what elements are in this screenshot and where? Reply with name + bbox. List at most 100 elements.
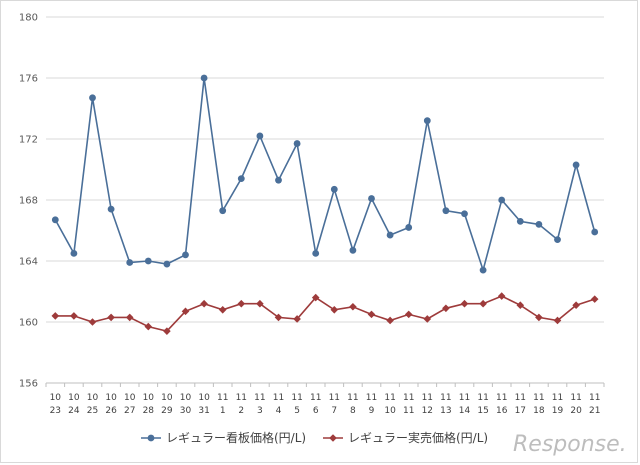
gridlines	[45, 16, 605, 387]
data-point	[479, 266, 487, 274]
data-point	[256, 299, 264, 308]
x-tick-label-day: 11	[403, 406, 414, 416]
data-point	[516, 301, 525, 310]
x-tick-label-month: 11	[515, 393, 526, 403]
x-tick-label-month: 11	[347, 393, 358, 403]
x-tick-label-month: 10	[124, 393, 136, 403]
x-tick-label-month: 11	[477, 393, 488, 403]
x-tick-label-day: 4	[276, 406, 282, 416]
x-tick-label-month: 11	[273, 393, 284, 403]
series-line	[54, 77, 596, 273]
x-tick-label-day: 8	[350, 406, 356, 416]
x-tick-label-day: 20	[570, 406, 582, 416]
x-tick-label-month: 11	[329, 393, 340, 403]
data-point	[200, 74, 208, 82]
legend-swatch-marker	[147, 434, 155, 442]
x-tick-label-day: 16	[496, 406, 508, 416]
x-tick-label-day: 29	[161, 406, 173, 416]
data-point	[404, 310, 413, 319]
data-point	[330, 185, 338, 193]
data-point	[442, 304, 450, 313]
x-tick-label-day: 5	[294, 406, 300, 416]
x-tick-label-day: 23	[50, 406, 61, 416]
data-point	[256, 132, 264, 140]
x-tick-label-month: 11	[533, 393, 544, 403]
legend-label: レギュラー実売価格(円/L)	[348, 430, 488, 445]
x-tick-label-day: 19	[552, 406, 564, 416]
x-tick-label-day: 3	[257, 406, 263, 416]
watermark-text: Response.	[513, 432, 627, 457]
data-point	[572, 161, 580, 169]
data-point	[144, 322, 153, 331]
legend: レギュラー看板価格(円/L) レギュラー実売価格(円/L)	[141, 430, 488, 445]
y-tick-label: 168	[19, 196, 38, 207]
data-point	[386, 231, 394, 239]
x-tick-label-month: 10	[198, 393, 210, 403]
x-tick-label-month: 11	[589, 393, 600, 403]
data-point	[460, 299, 469, 308]
x-tick-label-month: 10	[180, 393, 192, 403]
data-point	[70, 312, 78, 320]
series-lines	[54, 77, 596, 332]
data-point	[405, 224, 413, 231]
data-point	[51, 216, 59, 224]
x-tick-label-day: 14	[459, 406, 471, 416]
x-tick-label-month: 10	[143, 393, 155, 403]
data-point	[516, 217, 524, 225]
y-tick-label: 164	[19, 257, 38, 268]
x-tick-label-day: 21	[589, 406, 600, 416]
x-tick-label-day: 31	[198, 406, 209, 416]
data-point	[330, 306, 339, 314]
data-point	[349, 302, 357, 311]
data-point	[423, 315, 432, 323]
x-tick-label-day: 26	[105, 406, 117, 416]
x-tick-label-month: 11	[254, 393, 265, 403]
x-tick-label-month: 11	[422, 393, 433, 403]
x-tick-label-month: 11	[366, 393, 377, 403]
x-tick-label-month: 11	[496, 393, 507, 403]
y-tick-label: 180	[19, 13, 38, 24]
x-axis-ticks: 1023102410251026102710281029103010311111…	[50, 393, 601, 416]
x-tick-label-day: 9	[369, 406, 375, 416]
x-tick-label-month: 10	[68, 393, 80, 403]
data-point	[590, 295, 599, 303]
x-tick-label-month: 11	[310, 393, 321, 403]
y-axis-ticks: 156 160 164 168 172 176 180	[19, 13, 38, 390]
x-tick-label-day: 1	[220, 406, 226, 416]
data-point	[181, 307, 190, 316]
data-point	[218, 306, 227, 314]
data-point	[163, 260, 171, 268]
data-point	[70, 249, 78, 257]
data-point	[497, 292, 506, 300]
y-tick-label: 160	[19, 318, 38, 329]
x-tick-label-day: 10	[384, 406, 396, 416]
data-point	[498, 196, 506, 204]
legend-swatch-marker	[329, 434, 337, 442]
data-point	[125, 313, 134, 322]
x-tick-label-day: 2	[238, 406, 244, 416]
x-tick-label-month: 11	[236, 393, 247, 403]
y-tick-label: 156	[19, 379, 38, 390]
data-point	[163, 327, 171, 335]
x-tick-label-day: 6	[313, 406, 319, 416]
x-tick-label-month: 10	[161, 393, 173, 403]
x-tick-label-day: 15	[477, 406, 488, 416]
x-tick-label-month: 11	[552, 393, 563, 403]
data-point	[442, 207, 450, 215]
x-tick-label-day: 12	[422, 406, 433, 416]
data-point	[423, 117, 431, 125]
data-point	[479, 299, 487, 308]
x-tick-label-day: 27	[124, 406, 135, 416]
data-point	[237, 175, 245, 183]
y-tick-label: 176	[19, 74, 38, 85]
x-tick-label-day: 18	[533, 406, 545, 416]
x-tick-label-day: 24	[68, 406, 80, 416]
y-tick-label: 172	[19, 135, 38, 146]
x-tick-label-month: 11	[440, 393, 451, 403]
data-point	[368, 195, 375, 202]
x-tick-label-day: 17	[515, 406, 526, 416]
data-point	[219, 207, 227, 215]
data-point	[89, 94, 96, 102]
